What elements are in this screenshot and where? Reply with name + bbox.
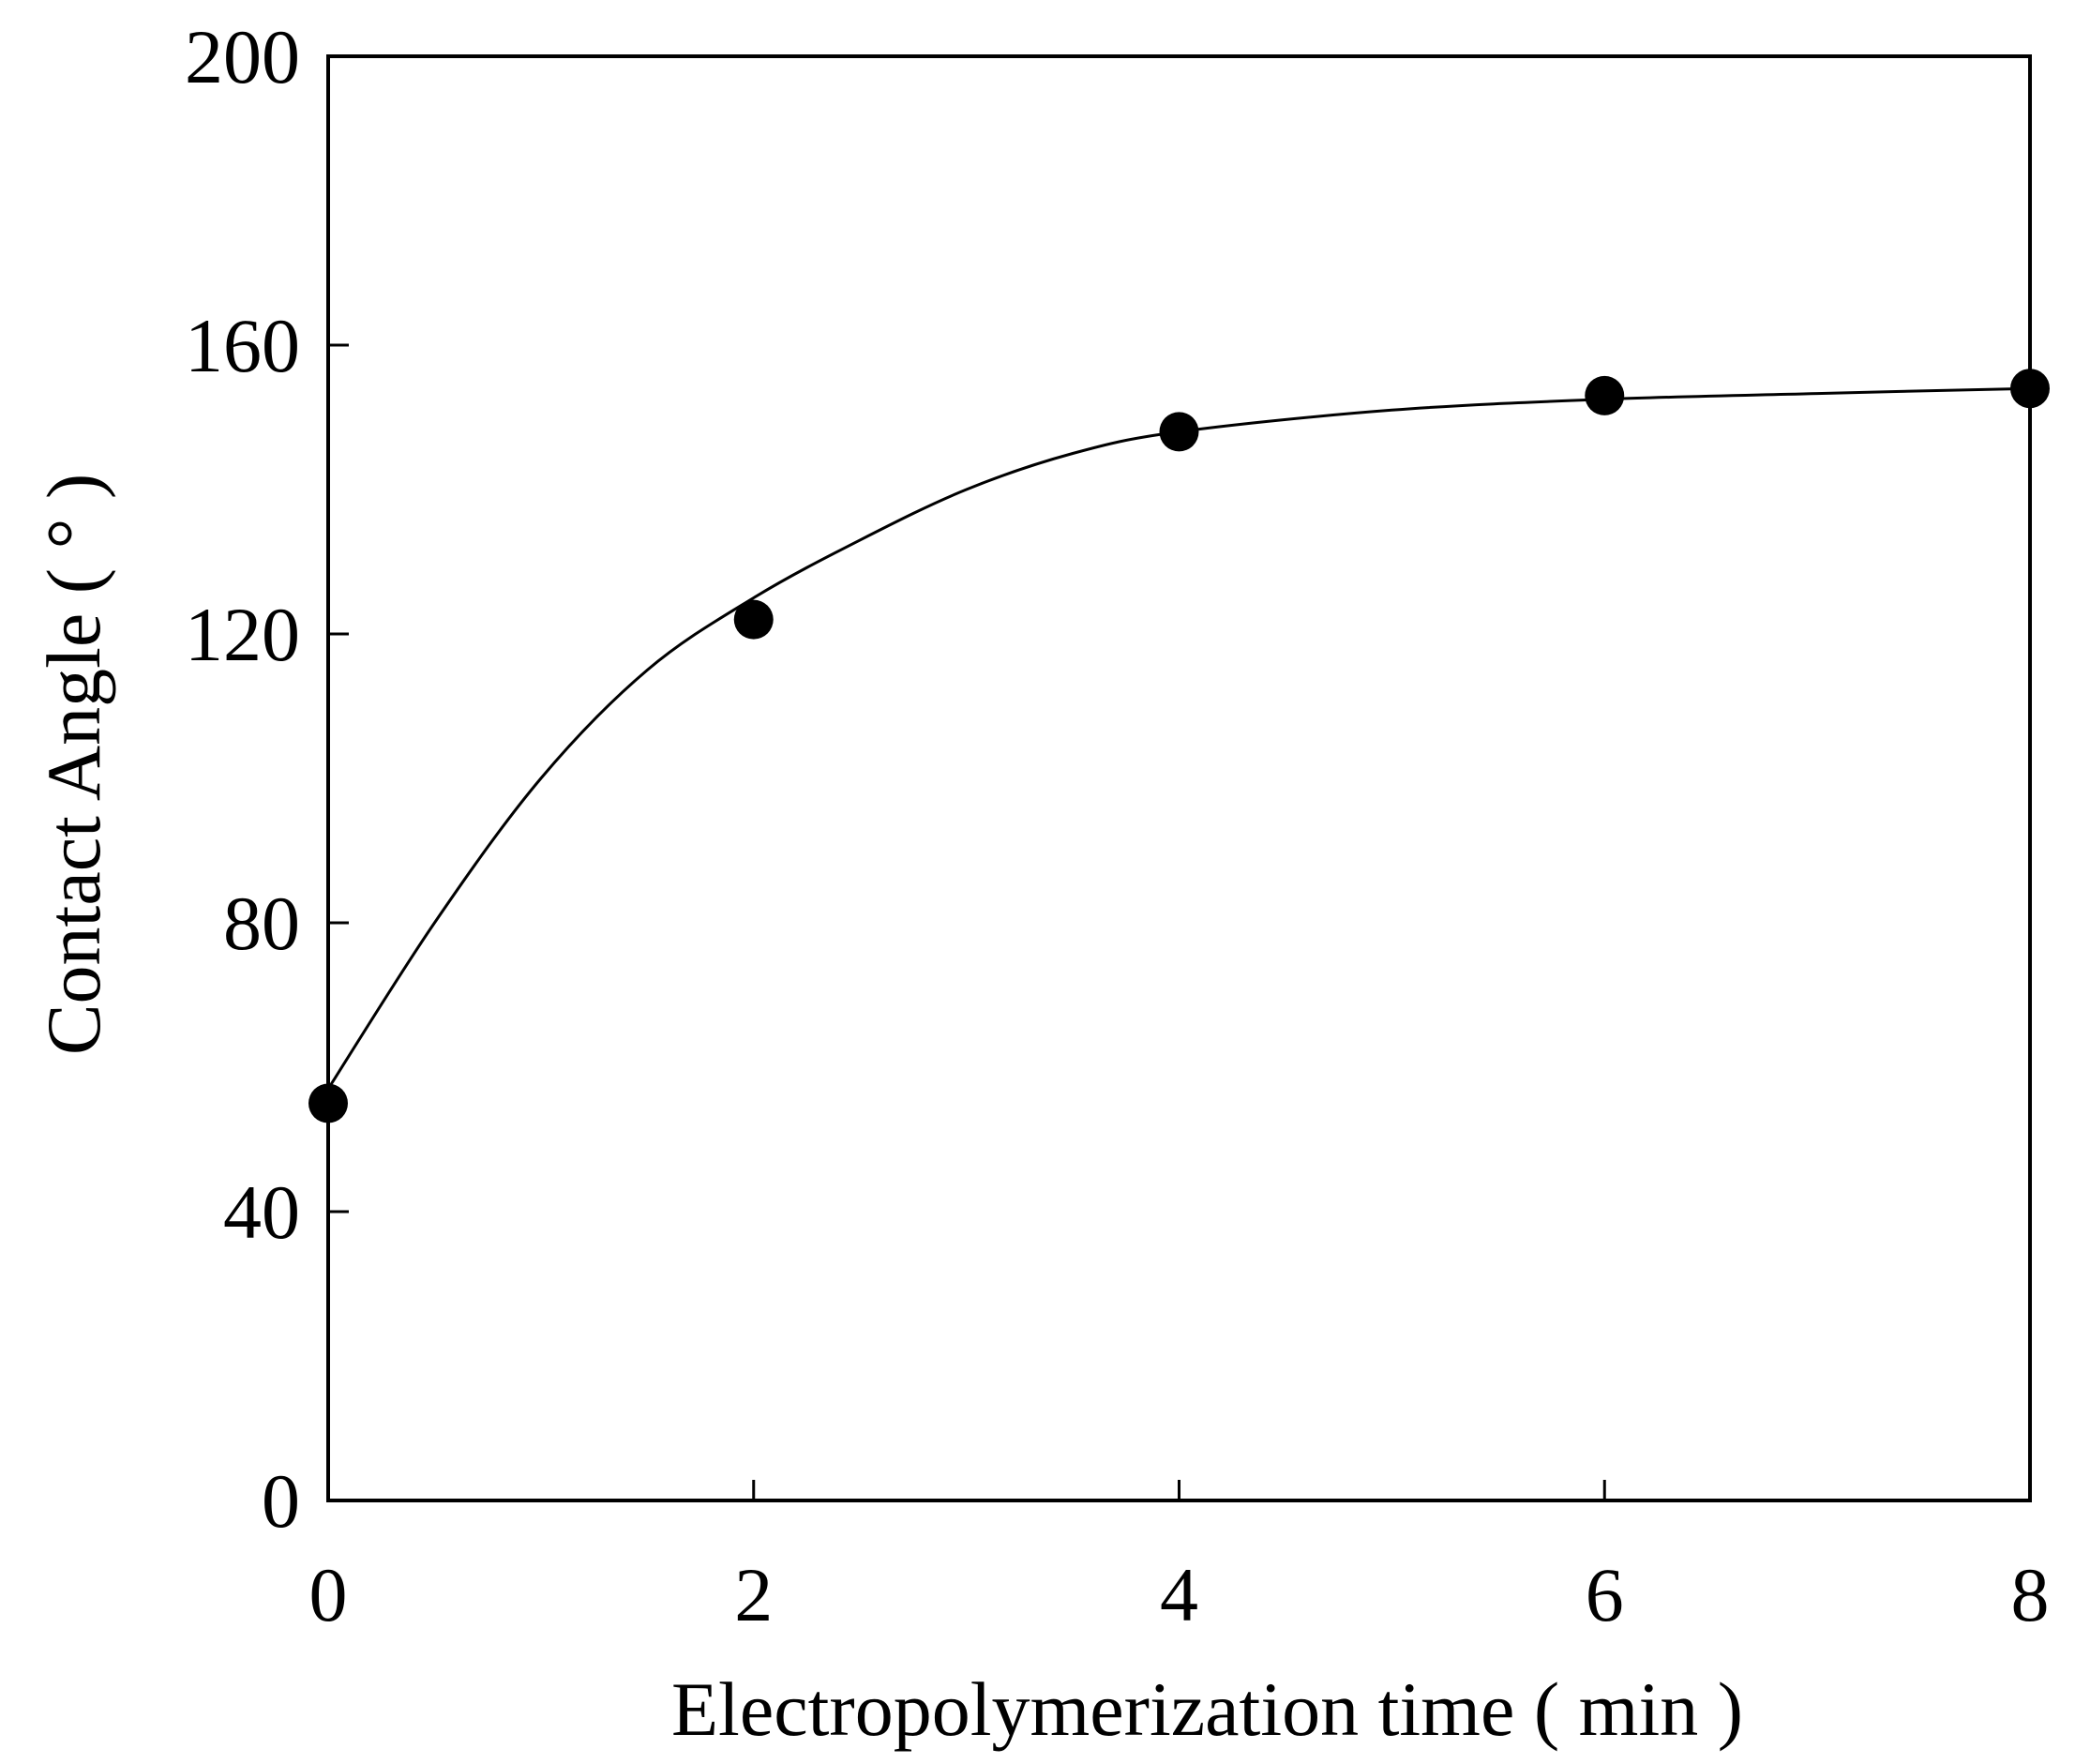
x-tick-label: 2 bbox=[734, 1552, 773, 1637]
x-tick-label: 8 bbox=[2011, 1552, 2050, 1637]
y-tick-label: 80 bbox=[223, 881, 300, 966]
fit-curve bbox=[326, 386, 2031, 1090]
x-tick-label: 0 bbox=[309, 1552, 348, 1637]
y-axis-title: Contact Angle ( ° ) bbox=[31, 474, 116, 1055]
y-tick-label: 120 bbox=[185, 592, 300, 677]
data-point bbox=[2010, 369, 2050, 409]
plot-frame bbox=[326, 54, 2032, 1502]
y-tick-label: 200 bbox=[185, 14, 300, 99]
x-tick-label: 4 bbox=[1160, 1552, 1198, 1637]
y-tick-label: 160 bbox=[185, 303, 300, 388]
data-point bbox=[1159, 412, 1199, 452]
x-axis-title: Electropolymerization time ( min ) bbox=[671, 1666, 1743, 1752]
y-tick-label: 0 bbox=[262, 1458, 300, 1544]
y-tick-label: 40 bbox=[223, 1169, 300, 1255]
axis-ticks bbox=[328, 343, 1606, 1500]
data-point bbox=[1585, 375, 1625, 415]
x-tick-label: 6 bbox=[1586, 1552, 1624, 1637]
data-point bbox=[733, 599, 774, 640]
data-point bbox=[308, 1083, 348, 1123]
data-points bbox=[308, 369, 2050, 1123]
tick-labels: 0 40 80 120 160 200 0 2 4 6 8 bbox=[185, 14, 2050, 1637]
